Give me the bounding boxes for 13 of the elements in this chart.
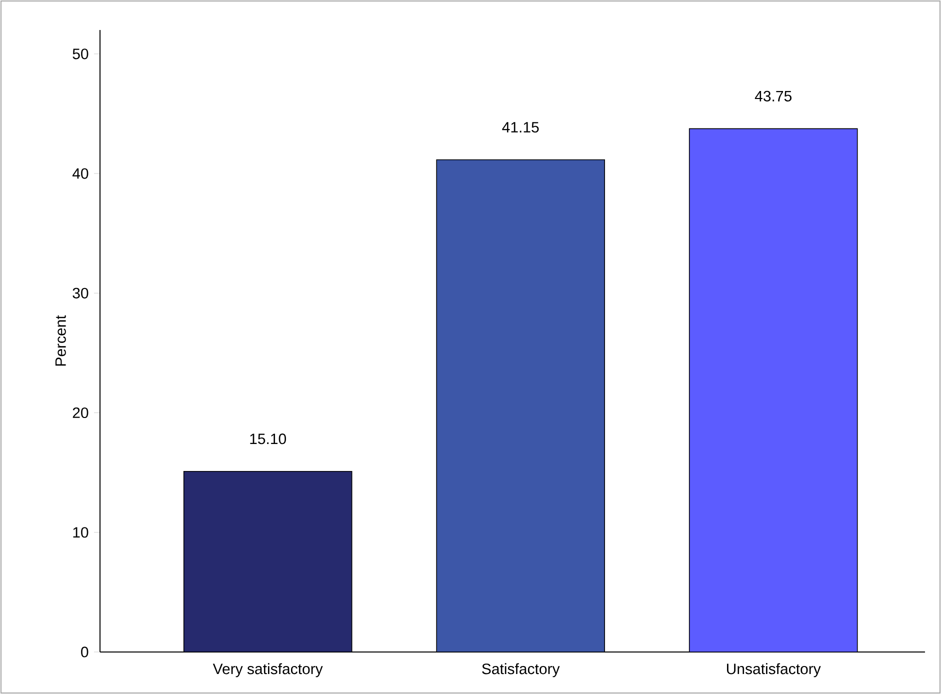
y-tick-label: 20 (72, 407, 88, 418)
y-tick-label: 10 (73, 527, 88, 538)
data-label: 15.10 (250, 434, 286, 444)
x-tick-label: Satisfactory (482, 663, 560, 678)
data-label: 43.75 (754, 90, 792, 102)
y-tick-label: 50 (72, 48, 88, 60)
y-axis-title: Percent (55, 315, 66, 366)
data-label: 41.15 (502, 122, 539, 133)
y-tick-label: 30 (72, 288, 88, 298)
y-tick-label: 0 (81, 646, 88, 658)
x-tick-label: Unsatisfactory (726, 663, 821, 678)
x-tick-label: Very satisfactory (212, 663, 323, 678)
y-tick-label: 40 (72, 168, 88, 179)
